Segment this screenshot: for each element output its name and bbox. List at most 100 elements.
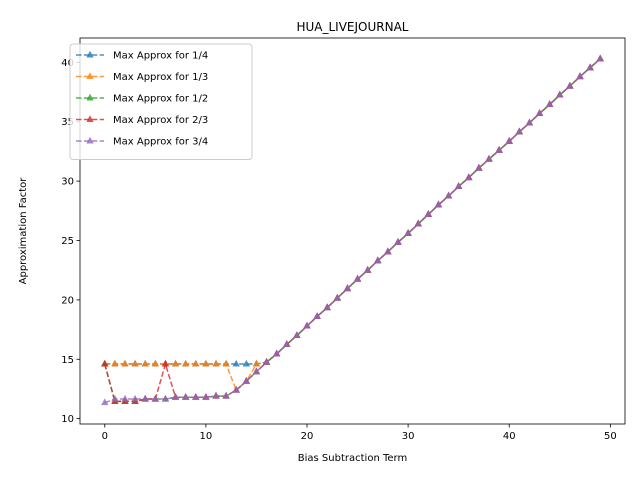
data-point: [131, 359, 139, 367]
legend-marker: [86, 115, 94, 123]
data-point: [546, 100, 554, 108]
y-tick-label: 15: [61, 355, 74, 366]
x-tick-label: 10: [200, 431, 213, 442]
x-tick-label: 30: [402, 431, 415, 442]
data-point: [495, 146, 503, 153]
legend-label: Max Approx for 1/3: [113, 72, 208, 83]
data-point: [515, 127, 523, 135]
data-point: [182, 393, 190, 400]
data-point: [414, 219, 422, 227]
data-point: [222, 359, 230, 367]
data-point: [151, 394, 159, 402]
legend-label: Max Approx for 1/2: [113, 94, 208, 105]
data-point: [202, 393, 210, 400]
data-point: [171, 393, 180, 400]
data-point: [232, 359, 240, 367]
data-point: [131, 394, 139, 402]
legend-label: Max Approx for 3/4: [113, 137, 208, 148]
x-tick-label: 50: [604, 431, 617, 442]
data-point: [364, 265, 372, 273]
data-point: [222, 391, 230, 399]
data-point: [121, 359, 129, 367]
data-point: [525, 118, 534, 126]
legend-marker: [86, 93, 94, 101]
data-point: [444, 191, 453, 199]
data-point: [485, 154, 493, 162]
data-point: [212, 359, 220, 367]
data-point: [505, 137, 513, 144]
y-tick-label: 10: [61, 414, 74, 425]
data-point: [252, 359, 261, 367]
data-point: [434, 200, 443, 208]
data-point: [111, 359, 119, 367]
y-tick-label: 40: [61, 58, 74, 69]
data-point: [333, 293, 341, 301]
data-point: [192, 393, 200, 400]
data-point: [141, 359, 149, 367]
legend-item: Max Approx for 2/3: [76, 115, 208, 126]
data-point: [323, 303, 331, 311]
data-point: [141, 394, 149, 402]
data-point: [313, 312, 321, 320]
legend-label: Max Approx for 2/3: [113, 115, 208, 126]
chart-title: HUA_LIVEJOURNAL: [296, 20, 408, 34]
y-tick-label: 35: [61, 117, 74, 128]
x-axis: 0 10 20 30 40 50: [102, 424, 617, 442]
data-point: [101, 398, 109, 406]
data-point: [566, 81, 574, 89]
data-point: [252, 367, 261, 375]
data-point: [343, 284, 352, 292]
legend-item: Max Approx for 1/4: [76, 51, 208, 62]
y-tick-label: 30: [61, 177, 74, 188]
data-point: [303, 321, 311, 329]
data-point: [242, 359, 250, 367]
data-point: [424, 210, 432, 217]
data-point: [353, 274, 362, 282]
data-point: [535, 109, 544, 116]
data-point: [465, 173, 473, 181]
data-point: [576, 72, 584, 80]
data-point: [475, 163, 483, 171]
y-tick-label: 20: [61, 295, 74, 306]
data-point: [273, 349, 281, 357]
data-point: [111, 394, 119, 402]
data-point: [232, 385, 240, 393]
data-point: [101, 359, 109, 367]
legend-marker: [86, 72, 94, 80]
data-point: [404, 229, 412, 236]
legend-marker: [86, 136, 94, 144]
legend-item: Max Approx for 3/4: [76, 137, 208, 148]
data-point: [586, 63, 594, 71]
data-point: [212, 391, 220, 399]
data-point: [384, 247, 392, 255]
data-point: [182, 359, 190, 367]
data-point: [374, 256, 382, 264]
series-5: [101, 54, 604, 406]
legend: Max Approx for 1/4 Max Approx for 1/3 Max …: [69, 43, 253, 160]
data-point: [192, 359, 200, 367]
data-point: [242, 377, 250, 384]
legend-item: Max Approx for 1/3: [76, 72, 208, 83]
legend-item: Max Approx for 1/2: [76, 94, 208, 105]
data-point: [293, 331, 301, 339]
legend-marker: [86, 50, 94, 58]
data-point: [121, 394, 129, 402]
x-tick-label: 40: [503, 431, 516, 442]
data-point: [161, 359, 170, 367]
data-point: [394, 238, 402, 245]
data-point: [202, 359, 210, 367]
y-axis-label: Approximation Factor: [18, 177, 29, 285]
legend-label: Max Approx for 1/4: [113, 51, 208, 62]
series-layer: [101, 54, 604, 406]
data-point: [596, 54, 604, 62]
x-tick-label: 0: [102, 431, 108, 442]
data-point: [262, 358, 271, 365]
data-point: [283, 340, 291, 347]
data-point: [556, 90, 564, 98]
plot-frame: [79, 37, 626, 425]
data-point: [171, 359, 180, 367]
legend-box: [69, 43, 253, 160]
data-point: [151, 359, 159, 367]
x-tick-label: 20: [301, 431, 314, 442]
